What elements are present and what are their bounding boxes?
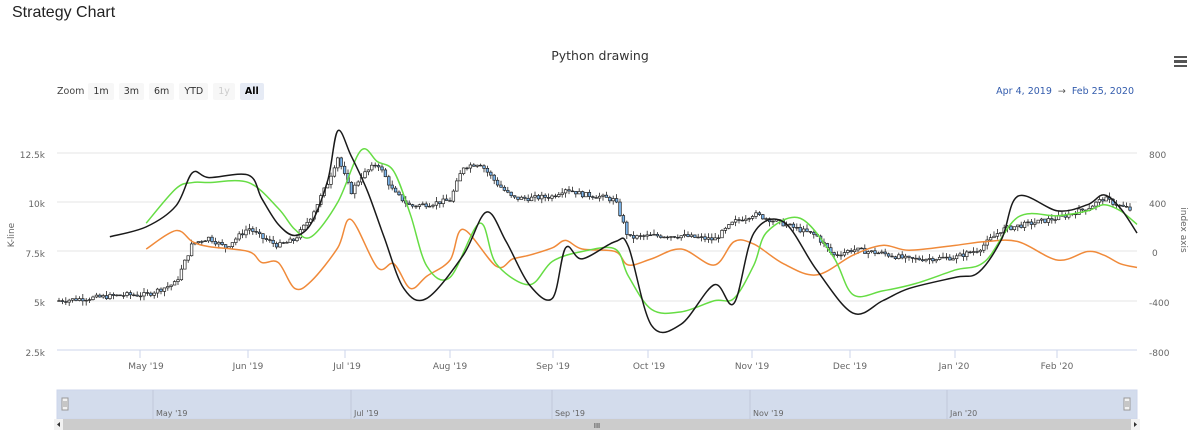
black-line-series [109, 129, 1138, 334]
navigator-label: Jan '20 [949, 409, 977, 418]
y-left-tick: 5k [34, 299, 46, 309]
series-layer [57, 129, 1138, 334]
hamburger-menu-icon[interactable] [1174, 56, 1187, 67]
y-right-tick: -400 [1149, 299, 1170, 309]
navigator-label: Jul '19 [353, 409, 379, 418]
navigator-label: May '19 [156, 409, 187, 418]
navigator-label: Sep '19 [555, 409, 585, 418]
y-right-tick: 0 [1152, 249, 1158, 259]
x-tick: Feb '20 [1041, 362, 1074, 372]
scrollbar-grip-icon: III [594, 422, 600, 430]
y-right-tick: -800 [1149, 349, 1170, 359]
y-left-title: K-line [7, 222, 17, 247]
navigator-label: Nov '19 [753, 409, 784, 418]
navigator-right-handle[interactable] [1123, 397, 1131, 411]
y-right-tick: 400 [1149, 200, 1166, 210]
x-axis [139, 350, 1058, 358]
zoom-all-button[interactable]: All [239, 83, 264, 100]
range-to-input[interactable]: Feb 25, 2020 [1071, 86, 1134, 97]
x-tick: May '19 [128, 362, 164, 372]
x-tick: Dec '19 [833, 362, 867, 372]
range-selector: Zoom 1m 3m 6m YTD 1y All [57, 83, 269, 100]
y-right-title: index axis [1178, 207, 1188, 253]
navigator-left-handle[interactable] [61, 397, 69, 411]
candlestick-series [57, 156, 1132, 306]
zoom-6m-button[interactable]: 6m [149, 83, 175, 100]
navigator: May '19 Jul '19 Sep '19 Nov '19 Jan '20 [56, 389, 1138, 420]
page-title: Strategy Chart [12, 4, 116, 21]
orange-line-series [145, 218, 1138, 291]
x-tick: Nov '19 [735, 362, 770, 372]
zoom-1m-button[interactable]: 1m [88, 83, 114, 100]
x-tick: Oct '19 [633, 362, 666, 372]
y-right-tick: 800 [1149, 151, 1166, 161]
scrollbar[interactable]: III [54, 419, 1140, 430]
x-tick: Sep '19 [536, 362, 570, 372]
date-range: Apr 4, 2019 → Feb 25, 2020 [996, 86, 1134, 97]
y-left-tick: 2.5k [25, 349, 45, 359]
zoom-3m-button[interactable]: 3m [118, 83, 145, 100]
zoom-label: Zoom [57, 86, 85, 97]
x-tick: Jun '19 [232, 362, 264, 372]
range-arrow: → [1057, 86, 1066, 97]
x-tick: Aug '19 [433, 362, 468, 372]
range-from-input[interactable]: Apr 4, 2019 [996, 86, 1052, 97]
zoom-1y-button[interactable]: 1y [213, 83, 235, 100]
y-left-tick: 10k [28, 200, 45, 210]
x-tick: Jul '19 [332, 362, 361, 372]
arrow-right-icon [1134, 422, 1137, 427]
zoom-ytd-button[interactable]: YTD [179, 83, 209, 100]
scrollbar-thumb[interactable] [63, 419, 1131, 430]
y-left-tick: 7.5k [25, 250, 45, 260]
y-left-tick: 12.5k [20, 151, 46, 161]
green-line-series [145, 148, 1138, 315]
chart-title: Python drawing [551, 48, 649, 63]
arrow-left-icon [57, 422, 60, 427]
x-tick: Jan '20 [938, 362, 970, 372]
